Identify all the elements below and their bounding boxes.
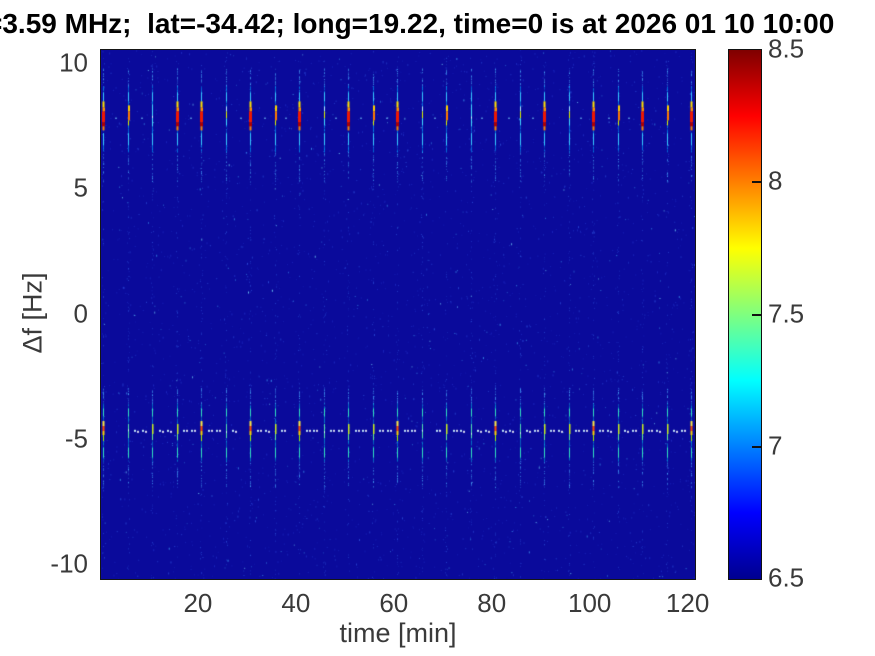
x-tick-label: 40 xyxy=(281,588,311,618)
colorbar-tick-mark xyxy=(752,181,761,184)
y-tick-value: 0 xyxy=(73,298,88,328)
colorbar-tick-mark xyxy=(752,445,761,448)
y-tick-label: -5 xyxy=(18,423,88,454)
colorbar-tick-label: 7 xyxy=(768,430,783,461)
plot-title: =3.59 MHz; lat=-34.42; long=19.22, time=… xyxy=(0,8,834,40)
x-tick-label: 60 xyxy=(379,588,409,618)
y-tick-value: -5 xyxy=(64,423,88,454)
colorbar xyxy=(728,49,762,580)
heatmap-canvas xyxy=(101,50,695,579)
colorbar-tick-label: 7.5 xyxy=(768,298,805,328)
colorbar-tick-label: 8.5 xyxy=(768,33,805,64)
y-tick-label: 10 xyxy=(18,47,88,78)
colorbar-tick-label: 8 xyxy=(768,165,783,196)
colorbar-tick-mark xyxy=(752,313,761,316)
plot-title-clipped-prefix: = xyxy=(0,8,2,39)
plot-area xyxy=(100,49,696,580)
y-tick-label: -10 xyxy=(18,549,88,580)
x-tick-label: 20 xyxy=(183,588,213,618)
y-tick-label: 0 xyxy=(18,298,88,329)
x-tick-label: 80 xyxy=(477,588,507,618)
y-tick-value: 10 xyxy=(59,47,88,78)
colorbar-tick-label: 6.5 xyxy=(768,562,805,593)
y-tick-value: -10 xyxy=(50,548,88,579)
x-axis-label: time [min] xyxy=(339,618,457,648)
plot-title-text: 3.59 MHz; lat=-34.42; long=19.22, time=0… xyxy=(2,8,835,39)
y-tick-value: 5 xyxy=(73,172,88,203)
y-tick-label: 5 xyxy=(18,173,88,204)
x-tick-label: 100 xyxy=(567,588,612,618)
x-tick-label: 120 xyxy=(665,588,710,618)
